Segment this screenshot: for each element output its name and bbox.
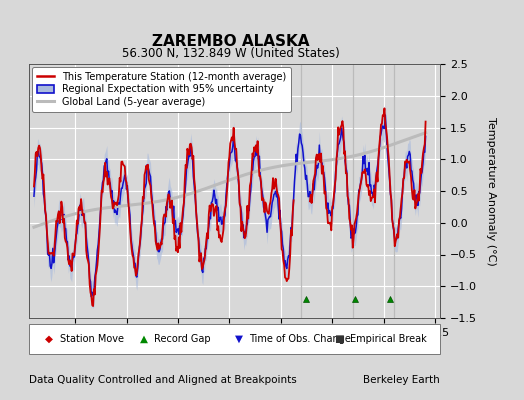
Text: Time of Obs. Change: Time of Obs. Change (249, 334, 351, 344)
Text: Empirical Break: Empirical Break (350, 334, 427, 344)
Text: Station Move: Station Move (60, 334, 124, 344)
Text: Data Quality Controlled and Aligned at Breakpoints: Data Quality Controlled and Aligned at B… (29, 375, 297, 385)
Text: ■: ■ (334, 334, 344, 344)
Text: Berkeley Earth: Berkeley Earth (364, 375, 440, 385)
Text: ZAREMBO ALASKA: ZAREMBO ALASKA (152, 34, 309, 50)
FancyBboxPatch shape (29, 324, 440, 354)
Text: 56.300 N, 132.849 W (United States): 56.300 N, 132.849 W (United States) (122, 48, 340, 60)
Legend: This Temperature Station (12-month average), Regional Expectation with 95% uncer: This Temperature Station (12-month avera… (32, 67, 291, 112)
Text: Record Gap: Record Gap (154, 334, 211, 344)
Text: ◆: ◆ (46, 334, 53, 344)
Y-axis label: Temperature Anomaly (°C): Temperature Anomaly (°C) (486, 117, 496, 265)
Text: ▼: ▼ (235, 334, 243, 344)
Text: ▲: ▲ (140, 334, 148, 344)
